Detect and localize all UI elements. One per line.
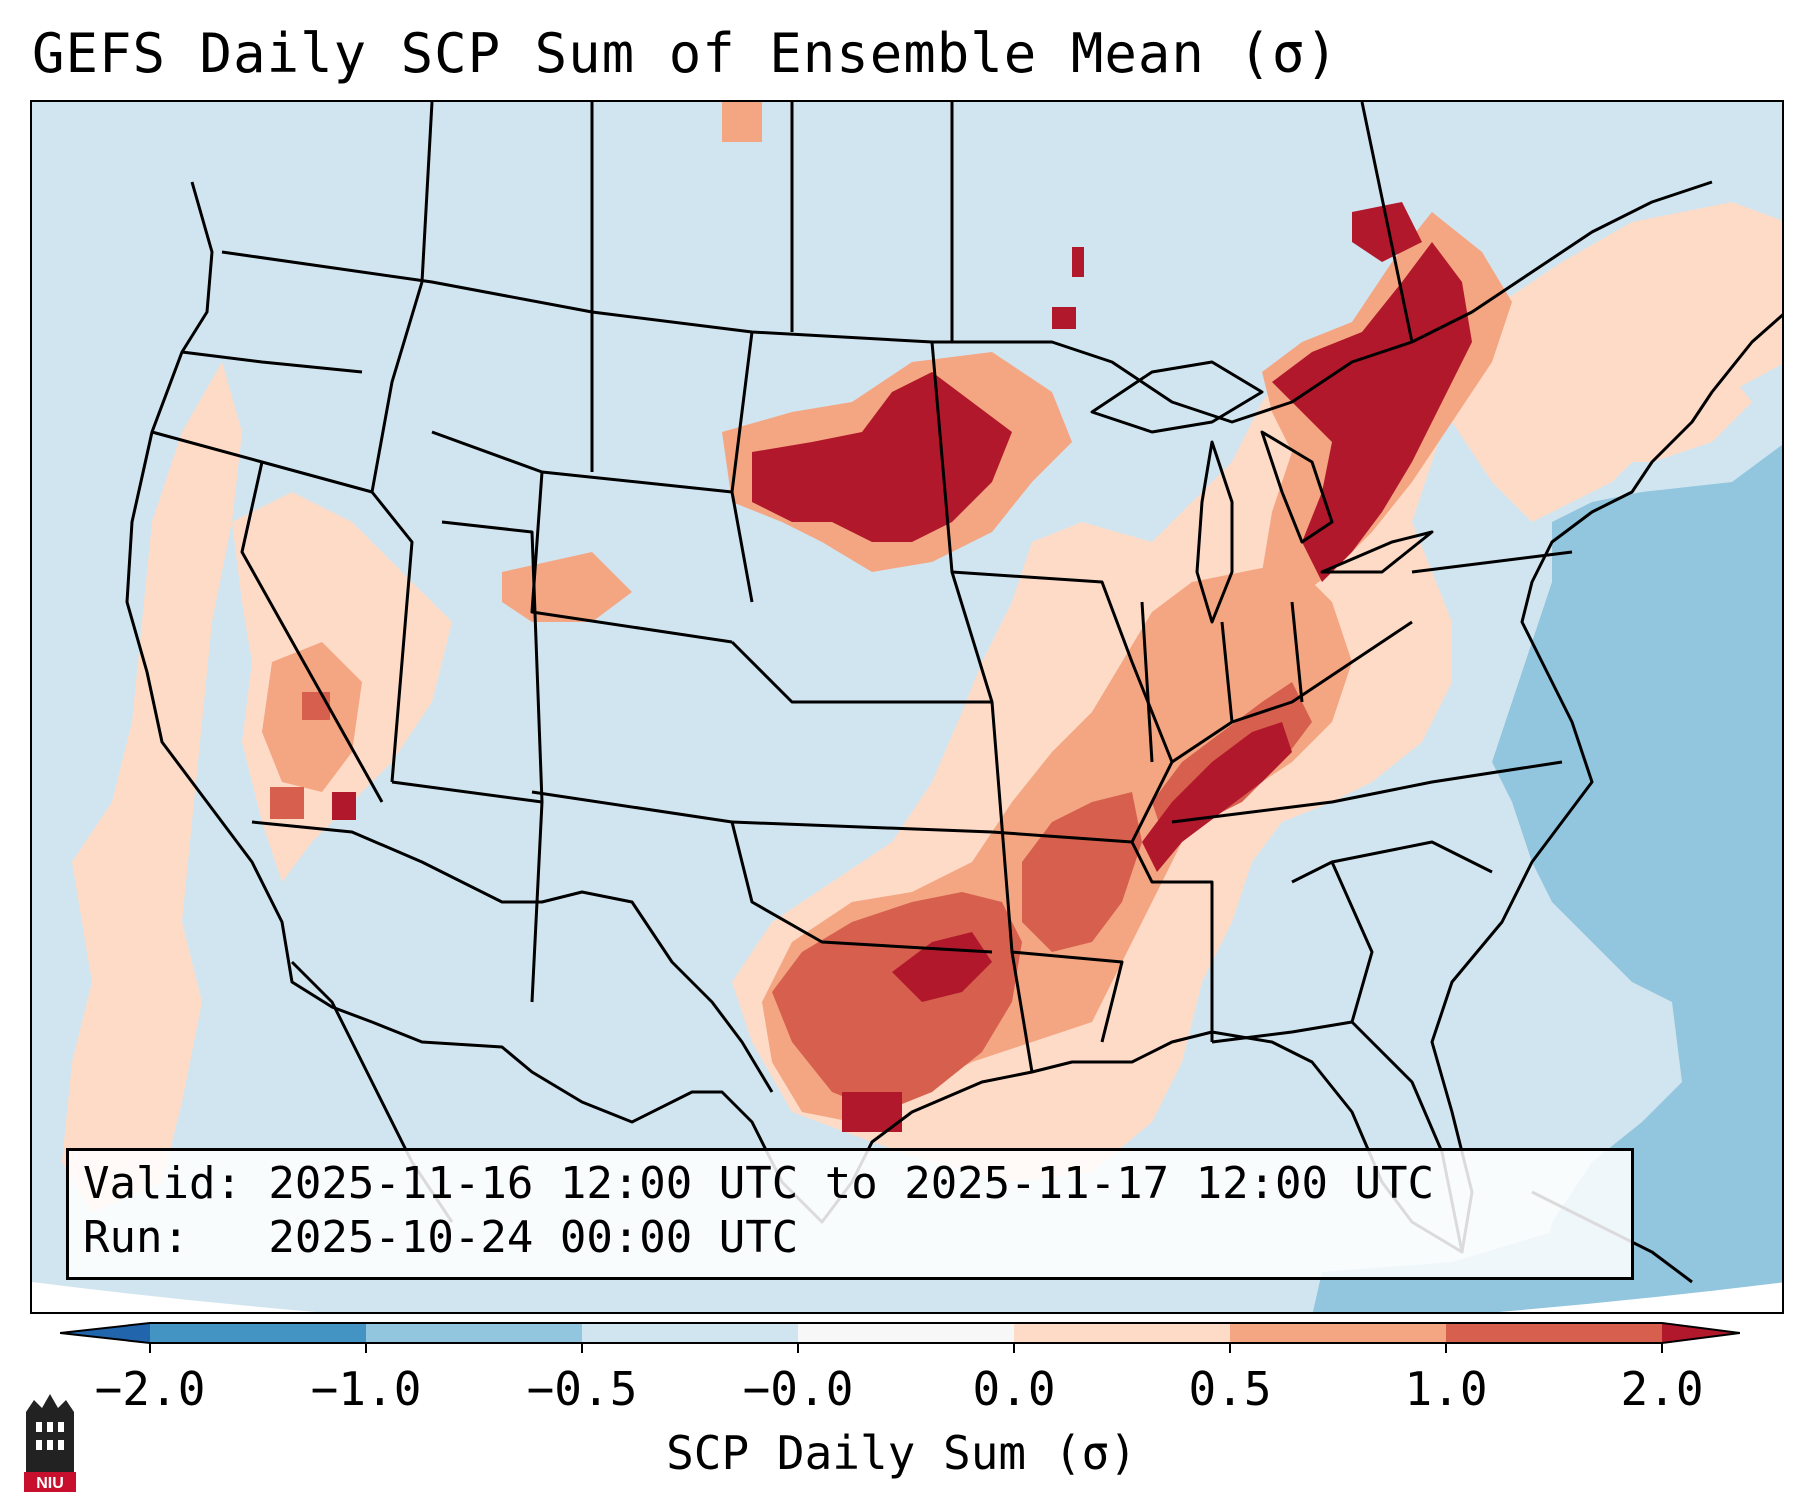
colorbar-bin-neg1-neg05 xyxy=(366,1323,582,1343)
colorbar-bin-0-0 xyxy=(798,1323,1014,1343)
colorbar-bin-05-1 xyxy=(1230,1323,1446,1343)
ar-la-line xyxy=(1011,950,1124,1043)
canada-line-5 xyxy=(1360,102,1414,343)
colorbar-tick-label: 1.0 xyxy=(1404,1362,1488,1416)
northeast-positive-anomaly xyxy=(1432,202,1782,522)
colorbar-under-triangle xyxy=(60,1323,150,1343)
colorbar-tick-marks xyxy=(149,1343,1663,1353)
nv-ca-line xyxy=(240,461,384,803)
colorbar-tick-label: 2.0 xyxy=(1620,1362,1704,1416)
colorbar xyxy=(60,1322,1740,1353)
nw-anomaly-cell xyxy=(722,102,762,142)
east-coast-positive-anomaly xyxy=(1592,352,1752,462)
ga-sc-line xyxy=(1291,860,1374,1023)
tennessee-valley-extreme-anomaly xyxy=(1142,722,1292,872)
southwest-strong-cell-1 xyxy=(270,787,304,819)
atlantic-negative-anomaly xyxy=(1492,444,1782,1312)
lake-superior xyxy=(1090,360,1264,434)
lake-erie xyxy=(1320,530,1434,574)
niu-logo: NIU xyxy=(24,1394,76,1492)
wa-or-line xyxy=(181,350,363,374)
co-nm-line xyxy=(531,790,733,824)
valid-run-info-box: Valid: 2025-11-16 12:00 UTC to 2025-11-1… xyxy=(66,1148,1634,1280)
colorbar-over-triangle xyxy=(1662,1323,1740,1343)
arkansas-strong-anomaly xyxy=(1022,792,1142,952)
colorbar-bin-1-2 xyxy=(1446,1323,1662,1343)
colorbar-bin-neg2-neg1 xyxy=(150,1323,366,1343)
colorbar-label: SCP Daily Sum (σ) xyxy=(666,1426,1137,1480)
pacific-positive-anomaly xyxy=(62,362,242,1212)
us-mexico-border xyxy=(251,820,774,1093)
nc-sc-line xyxy=(1331,840,1493,874)
us-outline xyxy=(125,181,1782,1254)
run-time-line: Run: 2025-10-24 00:00 UTC xyxy=(83,1212,799,1263)
in-oh-line xyxy=(1220,621,1234,723)
canada-anomaly-cell xyxy=(1072,247,1084,277)
il-in-line xyxy=(1140,601,1154,763)
colorbar-bin-0-05 xyxy=(1014,1323,1230,1343)
nd-mn-line xyxy=(930,341,1034,1073)
colorbar-tick-label: 0.0 xyxy=(972,1362,1056,1416)
logo-text: NIU xyxy=(36,1475,64,1492)
nv-ut-line xyxy=(370,491,414,783)
ks-ne-line xyxy=(730,640,992,704)
logo-windows xyxy=(36,1422,64,1450)
nd-sd-line xyxy=(730,331,754,603)
map-canvas xyxy=(32,102,1782,1312)
ut-co-line xyxy=(441,520,544,1003)
canada-line-1 xyxy=(420,102,434,283)
logo-tower xyxy=(26,1394,74,1472)
ga-fl-line xyxy=(1211,1020,1353,1044)
lake-michigan xyxy=(1195,440,1234,624)
ok-tx-line xyxy=(730,821,993,954)
colorbar-bin-neg05-0 xyxy=(582,1323,798,1343)
colorbar-tick-label: 0.5 xyxy=(1188,1362,1272,1416)
mo-ia-line xyxy=(951,570,1174,763)
chart-title: GEFS Daily SCP Sum of Ensemble Mean (σ) xyxy=(32,22,1339,85)
colorbar-tick-label: −2.0 xyxy=(94,1362,206,1416)
map-panel xyxy=(30,100,1784,1314)
valid-time-line: Valid: 2025-11-16 12:00 UTC to 2025-11-1… xyxy=(83,1158,1435,1209)
ontario-north-extreme-anomaly xyxy=(1352,202,1422,262)
idaho-line xyxy=(370,281,424,493)
colorbar-tick-label: −0.5 xyxy=(526,1362,638,1416)
ut-az-line xyxy=(391,780,543,804)
colorado-anomaly xyxy=(502,552,632,622)
pa-ny-line xyxy=(1411,550,1573,574)
lake-huron xyxy=(1260,430,1334,544)
hudson-anomaly-cell xyxy=(1052,307,1076,329)
ms-al-line xyxy=(1130,841,1214,1042)
oh-pa-line xyxy=(1290,601,1304,703)
southwest-strong-cell-2 xyxy=(302,692,330,720)
montana-south xyxy=(431,430,733,494)
ks-ok-line xyxy=(731,820,993,834)
great-lakes-extreme-anomaly xyxy=(1272,242,1472,582)
wy-co-line xyxy=(530,471,733,644)
logo-banner xyxy=(24,1472,76,1492)
projection-outside xyxy=(32,1282,1782,1312)
southwest-strong-cell-3 xyxy=(332,792,356,820)
colorbar-tick-label: −1.0 xyxy=(310,1362,422,1416)
us-canada-border xyxy=(221,180,1713,424)
ky-oh-line xyxy=(1171,620,1413,764)
tn-ky-line xyxy=(1171,760,1563,824)
colorbar-tick-label: −0.0 xyxy=(742,1362,854,1416)
